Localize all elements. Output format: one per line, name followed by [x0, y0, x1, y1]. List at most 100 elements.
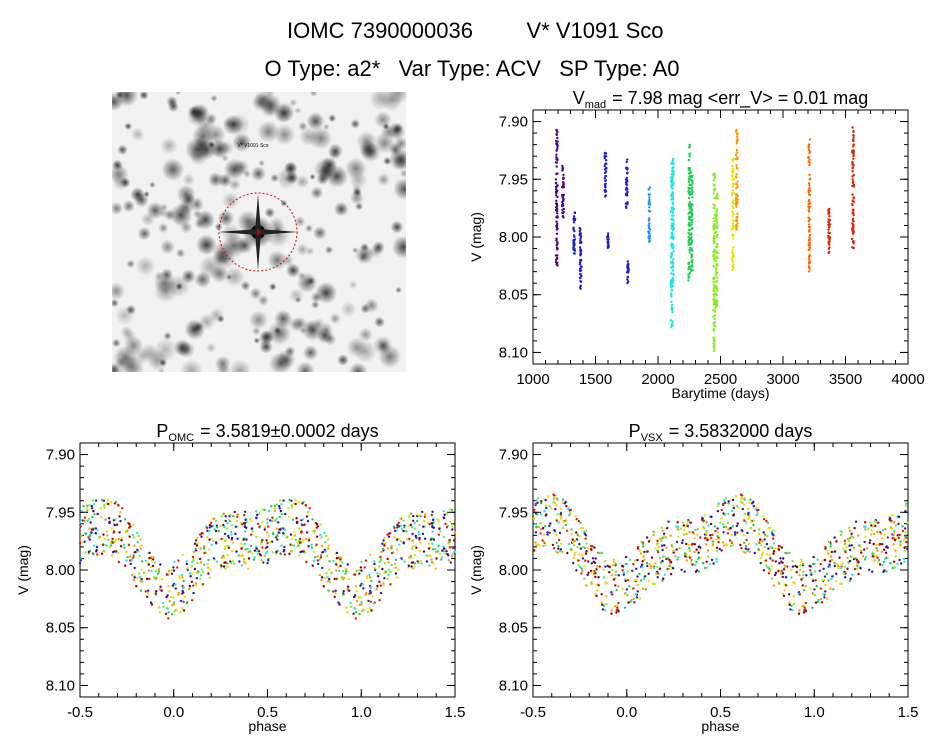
data-point — [413, 522, 417, 525]
data-point — [671, 182, 674, 185]
data-point — [240, 547, 243, 550]
data-point — [730, 251, 734, 254]
data-point — [559, 517, 563, 520]
data-point — [320, 544, 324, 547]
data-point — [714, 274, 718, 277]
data-point — [724, 543, 728, 546]
data-point — [572, 221, 576, 224]
data-point — [712, 345, 715, 348]
data-point — [451, 528, 454, 531]
data-point — [562, 210, 565, 214]
data-point — [624, 593, 628, 596]
data-point — [798, 568, 802, 572]
data-point — [812, 579, 815, 583]
data-point — [577, 564, 580, 567]
data-point — [264, 552, 268, 555]
data-point — [742, 504, 746, 507]
data-point — [325, 554, 329, 558]
data-point — [555, 533, 558, 537]
data-point — [781, 592, 785, 596]
data-point — [174, 587, 177, 590]
data-point — [660, 526, 663, 529]
data-point — [431, 522, 434, 525]
data-point — [714, 529, 717, 533]
data-point — [731, 525, 734, 528]
data-point — [224, 567, 227, 570]
data-point — [328, 568, 331, 571]
data-point — [554, 178, 558, 181]
x-tick-label: 1500 — [579, 371, 612, 388]
data-point — [851, 227, 854, 230]
data-point — [369, 553, 372, 556]
data-point — [757, 508, 760, 512]
y-tick-label: 8.10 — [46, 677, 75, 694]
data-point — [247, 567, 250, 570]
data-point — [647, 224, 650, 227]
data-point — [396, 568, 400, 571]
data-point — [825, 572, 829, 576]
data-point — [726, 532, 730, 535]
data-point — [208, 576, 211, 579]
data-point — [271, 540, 274, 543]
data-point — [765, 542, 769, 546]
data-point — [542, 544, 545, 548]
data-point — [230, 533, 233, 536]
data-point — [704, 543, 708, 546]
data-point — [562, 183, 565, 186]
data-point — [355, 599, 359, 603]
data-point — [580, 274, 583, 278]
data-point — [190, 580, 194, 583]
data-point — [412, 545, 415, 548]
data-point — [549, 522, 552, 525]
data-point — [250, 520, 253, 523]
data-point — [338, 559, 341, 563]
data-point — [171, 584, 175, 587]
background-star — [354, 340, 377, 364]
data-point — [595, 568, 598, 571]
data-point — [561, 550, 564, 553]
data-point — [807, 188, 810, 192]
data-point — [852, 151, 855, 154]
data-point — [625, 588, 629, 591]
data-point — [716, 510, 720, 513]
data-point — [672, 258, 675, 261]
data-point — [372, 602, 376, 605]
data-point — [149, 565, 153, 569]
data-point — [452, 539, 456, 542]
data-point — [872, 525, 875, 528]
data-point — [125, 550, 128, 554]
data-point — [379, 584, 382, 587]
data-point — [247, 557, 251, 560]
data-point — [671, 260, 674, 263]
data-point — [114, 550, 118, 553]
data-point — [217, 530, 221, 533]
data-point — [649, 567, 653, 570]
data-point — [868, 568, 871, 571]
data-point — [259, 542, 263, 545]
data-point — [802, 611, 806, 614]
data-point — [903, 546, 906, 549]
data-point — [562, 199, 565, 202]
data-point — [552, 547, 556, 550]
data-point — [827, 579, 830, 582]
data-point — [289, 533, 293, 536]
title-rest: = 7.98 mag <err_V> = 0.01 mag — [612, 88, 868, 109]
data-point — [311, 518, 314, 521]
data-point — [400, 528, 404, 531]
data-point — [345, 606, 348, 609]
data-point — [568, 512, 572, 515]
data-point — [157, 606, 161, 609]
data-point — [114, 539, 118, 542]
background-star — [364, 298, 379, 313]
data-point — [671, 284, 674, 287]
data-point — [150, 603, 154, 606]
data-point — [628, 585, 631, 588]
data-point — [399, 524, 403, 527]
data-point — [779, 557, 782, 560]
data-point — [572, 540, 575, 544]
data-point — [731, 222, 735, 225]
background-star — [163, 209, 176, 221]
data-point — [713, 258, 716, 262]
data-point — [91, 515, 94, 519]
data-point — [772, 550, 776, 553]
